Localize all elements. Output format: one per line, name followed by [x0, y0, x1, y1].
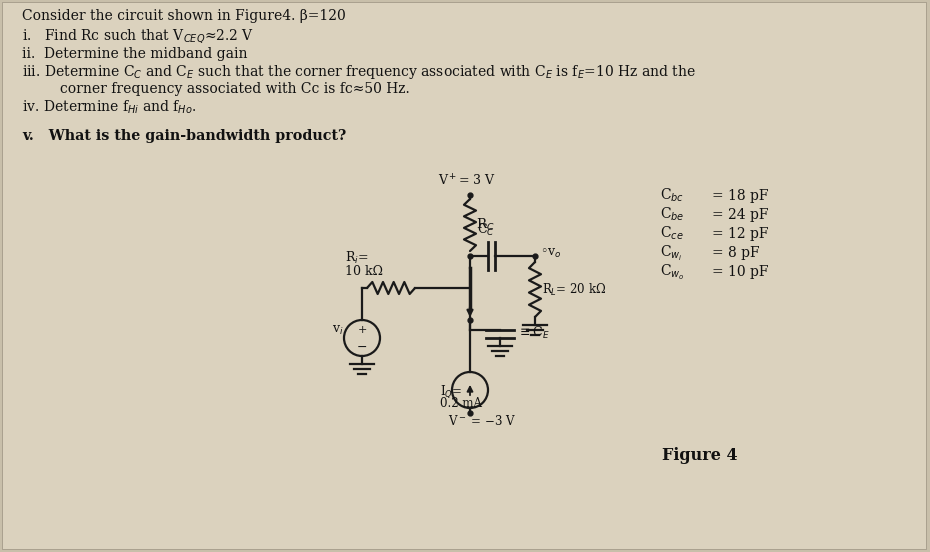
- Text: = 8 pF: = 8 pF: [712, 246, 760, 260]
- Text: iii. Determine C$_C$ and C$_E$ such that the corner frequency associated with C$: iii. Determine C$_C$ and C$_E$ such that…: [22, 63, 696, 81]
- Text: V$^+$= 3 V: V$^+$= 3 V: [438, 174, 496, 189]
- Text: C$_{be}$: C$_{be}$: [660, 206, 684, 224]
- Text: R$_L$= 20 kΩ: R$_L$= 20 kΩ: [542, 282, 606, 298]
- Text: −: −: [357, 341, 367, 353]
- Text: V$^-$ = −3 V: V$^-$ = −3 V: [448, 414, 516, 428]
- Text: = 18 pF: = 18 pF: [712, 189, 768, 203]
- Text: Figure 4: Figure 4: [662, 447, 737, 464]
- Text: ii.  Determine the midband gain: ii. Determine the midband gain: [22, 47, 247, 61]
- Text: i.   Find Rc such that V$_{CEQ}$≈2.2 V: i. Find Rc such that V$_{CEQ}$≈2.2 V: [22, 28, 254, 45]
- Text: v.   What is the gain-bandwidth product?: v. What is the gain-bandwidth product?: [22, 129, 346, 143]
- Text: C$_{w_o}$: C$_{w_o}$: [660, 263, 684, 282]
- Text: 0.2 mA: 0.2 mA: [440, 397, 482, 410]
- Text: iv. Determine f$_{Hi}$ and f$_{Ho}$.: iv. Determine f$_{Hi}$ and f$_{Ho}$.: [22, 99, 196, 116]
- Text: I$_Q$=: I$_Q$=: [440, 384, 462, 400]
- Text: $\equiv$C$_E$: $\equiv$C$_E$: [517, 325, 550, 341]
- Text: 10 kΩ: 10 kΩ: [345, 265, 383, 278]
- Text: R$_i$=: R$_i$=: [345, 250, 368, 266]
- Text: corner frequency associated with Cc is fc≈50 Hz.: corner frequency associated with Cc is f…: [38, 82, 410, 96]
- Text: = 12 pF: = 12 pF: [712, 227, 768, 241]
- Text: v$_i$: v$_i$: [332, 323, 343, 337]
- Text: R$_C$: R$_C$: [476, 217, 495, 233]
- Text: Consider the circuit shown in Figure4. β=120: Consider the circuit shown in Figure4. β…: [22, 9, 346, 23]
- Text: C$_C$: C$_C$: [477, 222, 495, 238]
- Text: C$_{ce}$: C$_{ce}$: [660, 225, 684, 242]
- Text: = 24 pF: = 24 pF: [712, 208, 768, 222]
- Text: = 10 pF: = 10 pF: [712, 265, 768, 279]
- Text: C$_{bc}$: C$_{bc}$: [660, 187, 684, 204]
- Text: C$_{w_i}$: C$_{w_i}$: [660, 244, 683, 263]
- Text: ◦v$_o$: ◦v$_o$: [540, 246, 562, 259]
- Text: +: +: [357, 325, 366, 335]
